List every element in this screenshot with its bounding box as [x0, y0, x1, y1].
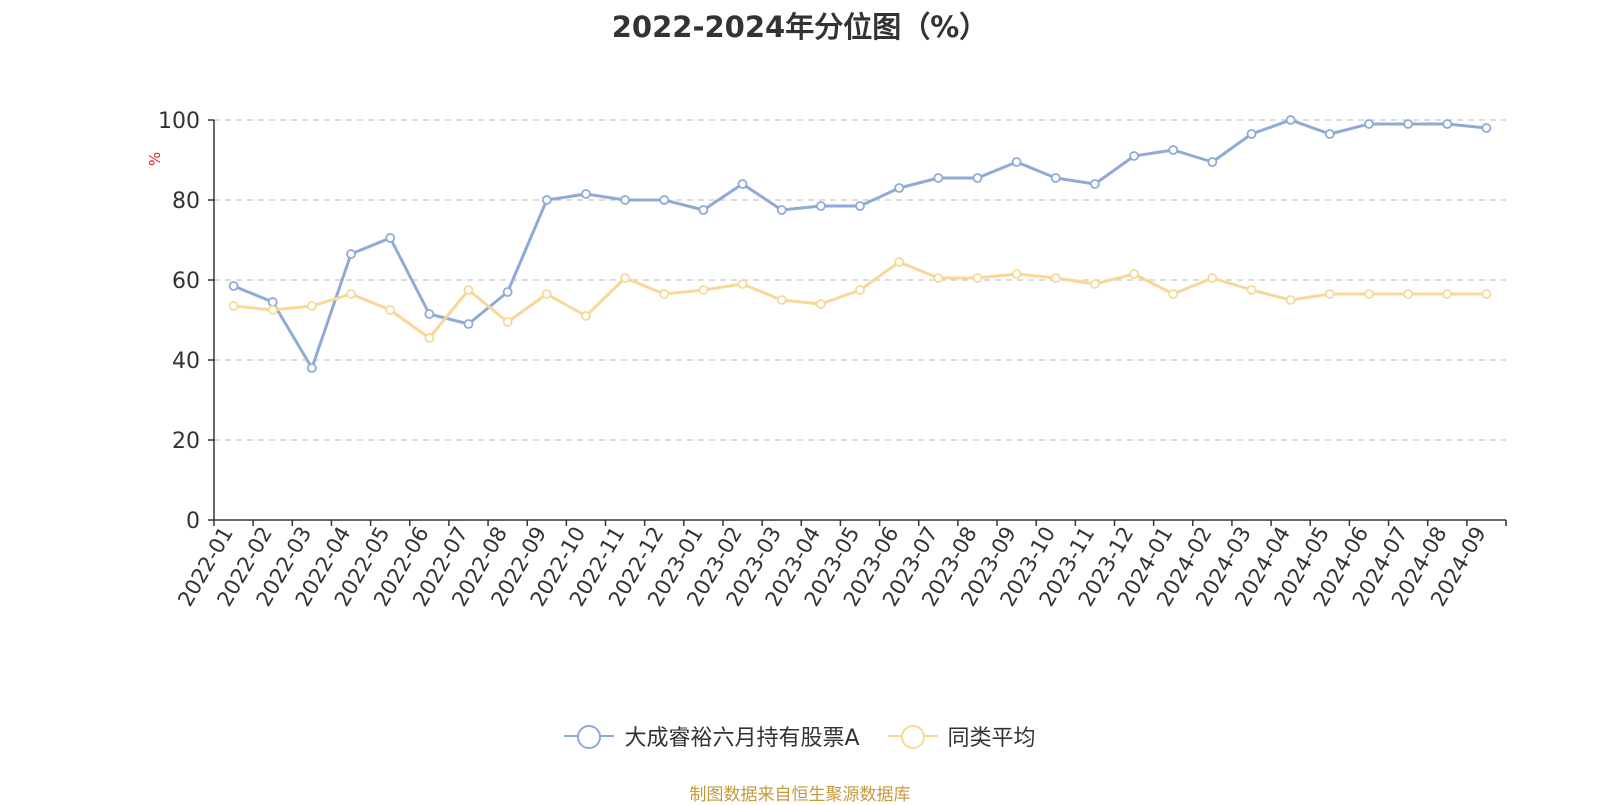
legend-item-average[interactable]: 同类平均 [887, 720, 1036, 752]
data-point-0 [346, 249, 356, 259]
series-lines [228, 115, 1492, 373]
data-point-1 [267, 305, 278, 315]
data-point-0 [737, 179, 748, 189]
data-point-1 [620, 273, 630, 283]
data-point-0 [1364, 119, 1374, 129]
data-point-0 [894, 183, 905, 193]
data-point-1 [1050, 273, 1061, 283]
data-point-0 [1207, 157, 1218, 167]
y-tick-label: 0 [186, 509, 200, 534]
y-tick-label: 20 [172, 429, 200, 454]
data-point-1 [1364, 289, 1374, 299]
data-point-1 [776, 295, 787, 305]
data-point-1 [228, 301, 239, 311]
data-point-1 [698, 285, 709, 295]
data-point-1 [1403, 289, 1414, 299]
data-point-1 [581, 311, 591, 321]
data-point-1 [541, 289, 552, 299]
data-point-1 [855, 285, 865, 295]
chart-title: 2022-2024年分位图（%） [611, 10, 989, 44]
grid-lines [214, 119, 1506, 441]
legend-swatch-fund [564, 724, 615, 749]
data-point-0 [933, 173, 944, 183]
data-point-0 [1481, 123, 1492, 133]
data-point-0 [815, 201, 826, 211]
data-point-1 [502, 317, 513, 327]
data-point-1 [1090, 279, 1100, 289]
data-point-1 [306, 301, 317, 311]
data-point-0 [620, 195, 630, 205]
data-point-1 [1285, 295, 1296, 305]
y-tick-label: 40 [172, 349, 200, 374]
legend-swatch-average [887, 724, 938, 749]
y-axis-label: % [146, 152, 164, 166]
data-point-1 [1324, 289, 1335, 299]
legend-label-average: 同类平均 [947, 726, 1036, 751]
data-point-1 [463, 285, 474, 295]
data-point-0 [659, 195, 670, 205]
data-point-0 [581, 189, 591, 199]
data-point-0 [1442, 119, 1453, 129]
data-point-1 [1129, 269, 1139, 279]
data-point-0 [502, 287, 513, 297]
data-point-0 [385, 233, 396, 243]
data-point-1 [659, 289, 670, 299]
data-point-1 [1246, 285, 1257, 295]
data-point-0 [776, 205, 787, 215]
y-tick-label: 80 [172, 189, 200, 214]
data-point-0 [1090, 179, 1100, 189]
data-point-0 [972, 173, 983, 183]
data-point-1 [1442, 289, 1453, 299]
data-point-1 [1168, 289, 1179, 299]
data-point-1 [815, 299, 826, 309]
data-point-1 [1481, 289, 1492, 299]
data-point-1 [346, 289, 356, 299]
source-note: 制图数据来自恒生聚源数据库 [689, 785, 911, 805]
data-point-0 [1324, 129, 1335, 139]
data-point-0 [1285, 115, 1296, 125]
legend: 大成睿裕六月持有股票A 同类平均 [0, 720, 1600, 752]
data-point-0 [1129, 151, 1139, 161]
data-point-0 [267, 297, 278, 307]
legend-label-fund: 大成睿裕六月持有股票A [624, 726, 860, 751]
data-point-1 [894, 257, 905, 267]
y-tick-label: 60 [172, 269, 200, 294]
data-point-0 [1246, 129, 1257, 139]
data-point-0 [228, 281, 239, 291]
data-point-0 [424, 309, 435, 319]
data-point-1 [424, 333, 435, 343]
legend-item-fund[interactable]: 大成睿裕六月持有股票A [564, 720, 860, 752]
data-point-0 [1050, 173, 1061, 183]
data-point-0 [1168, 145, 1179, 155]
data-point-1 [737, 279, 748, 289]
y-tick-label: 100 [158, 109, 200, 134]
data-point-0 [698, 205, 709, 215]
data-point-0 [855, 201, 865, 211]
data-point-0 [1403, 119, 1414, 129]
data-point-0 [541, 195, 552, 205]
data-point-1 [972, 273, 983, 283]
data-point-1 [385, 305, 396, 315]
data-point-0 [306, 363, 317, 373]
data-point-0 [1011, 157, 1022, 167]
data-point-1 [1207, 273, 1218, 283]
data-point-0 [463, 319, 474, 329]
data-point-1 [1011, 269, 1022, 279]
data-point-1 [933, 273, 944, 283]
axes [208, 119, 1507, 526]
